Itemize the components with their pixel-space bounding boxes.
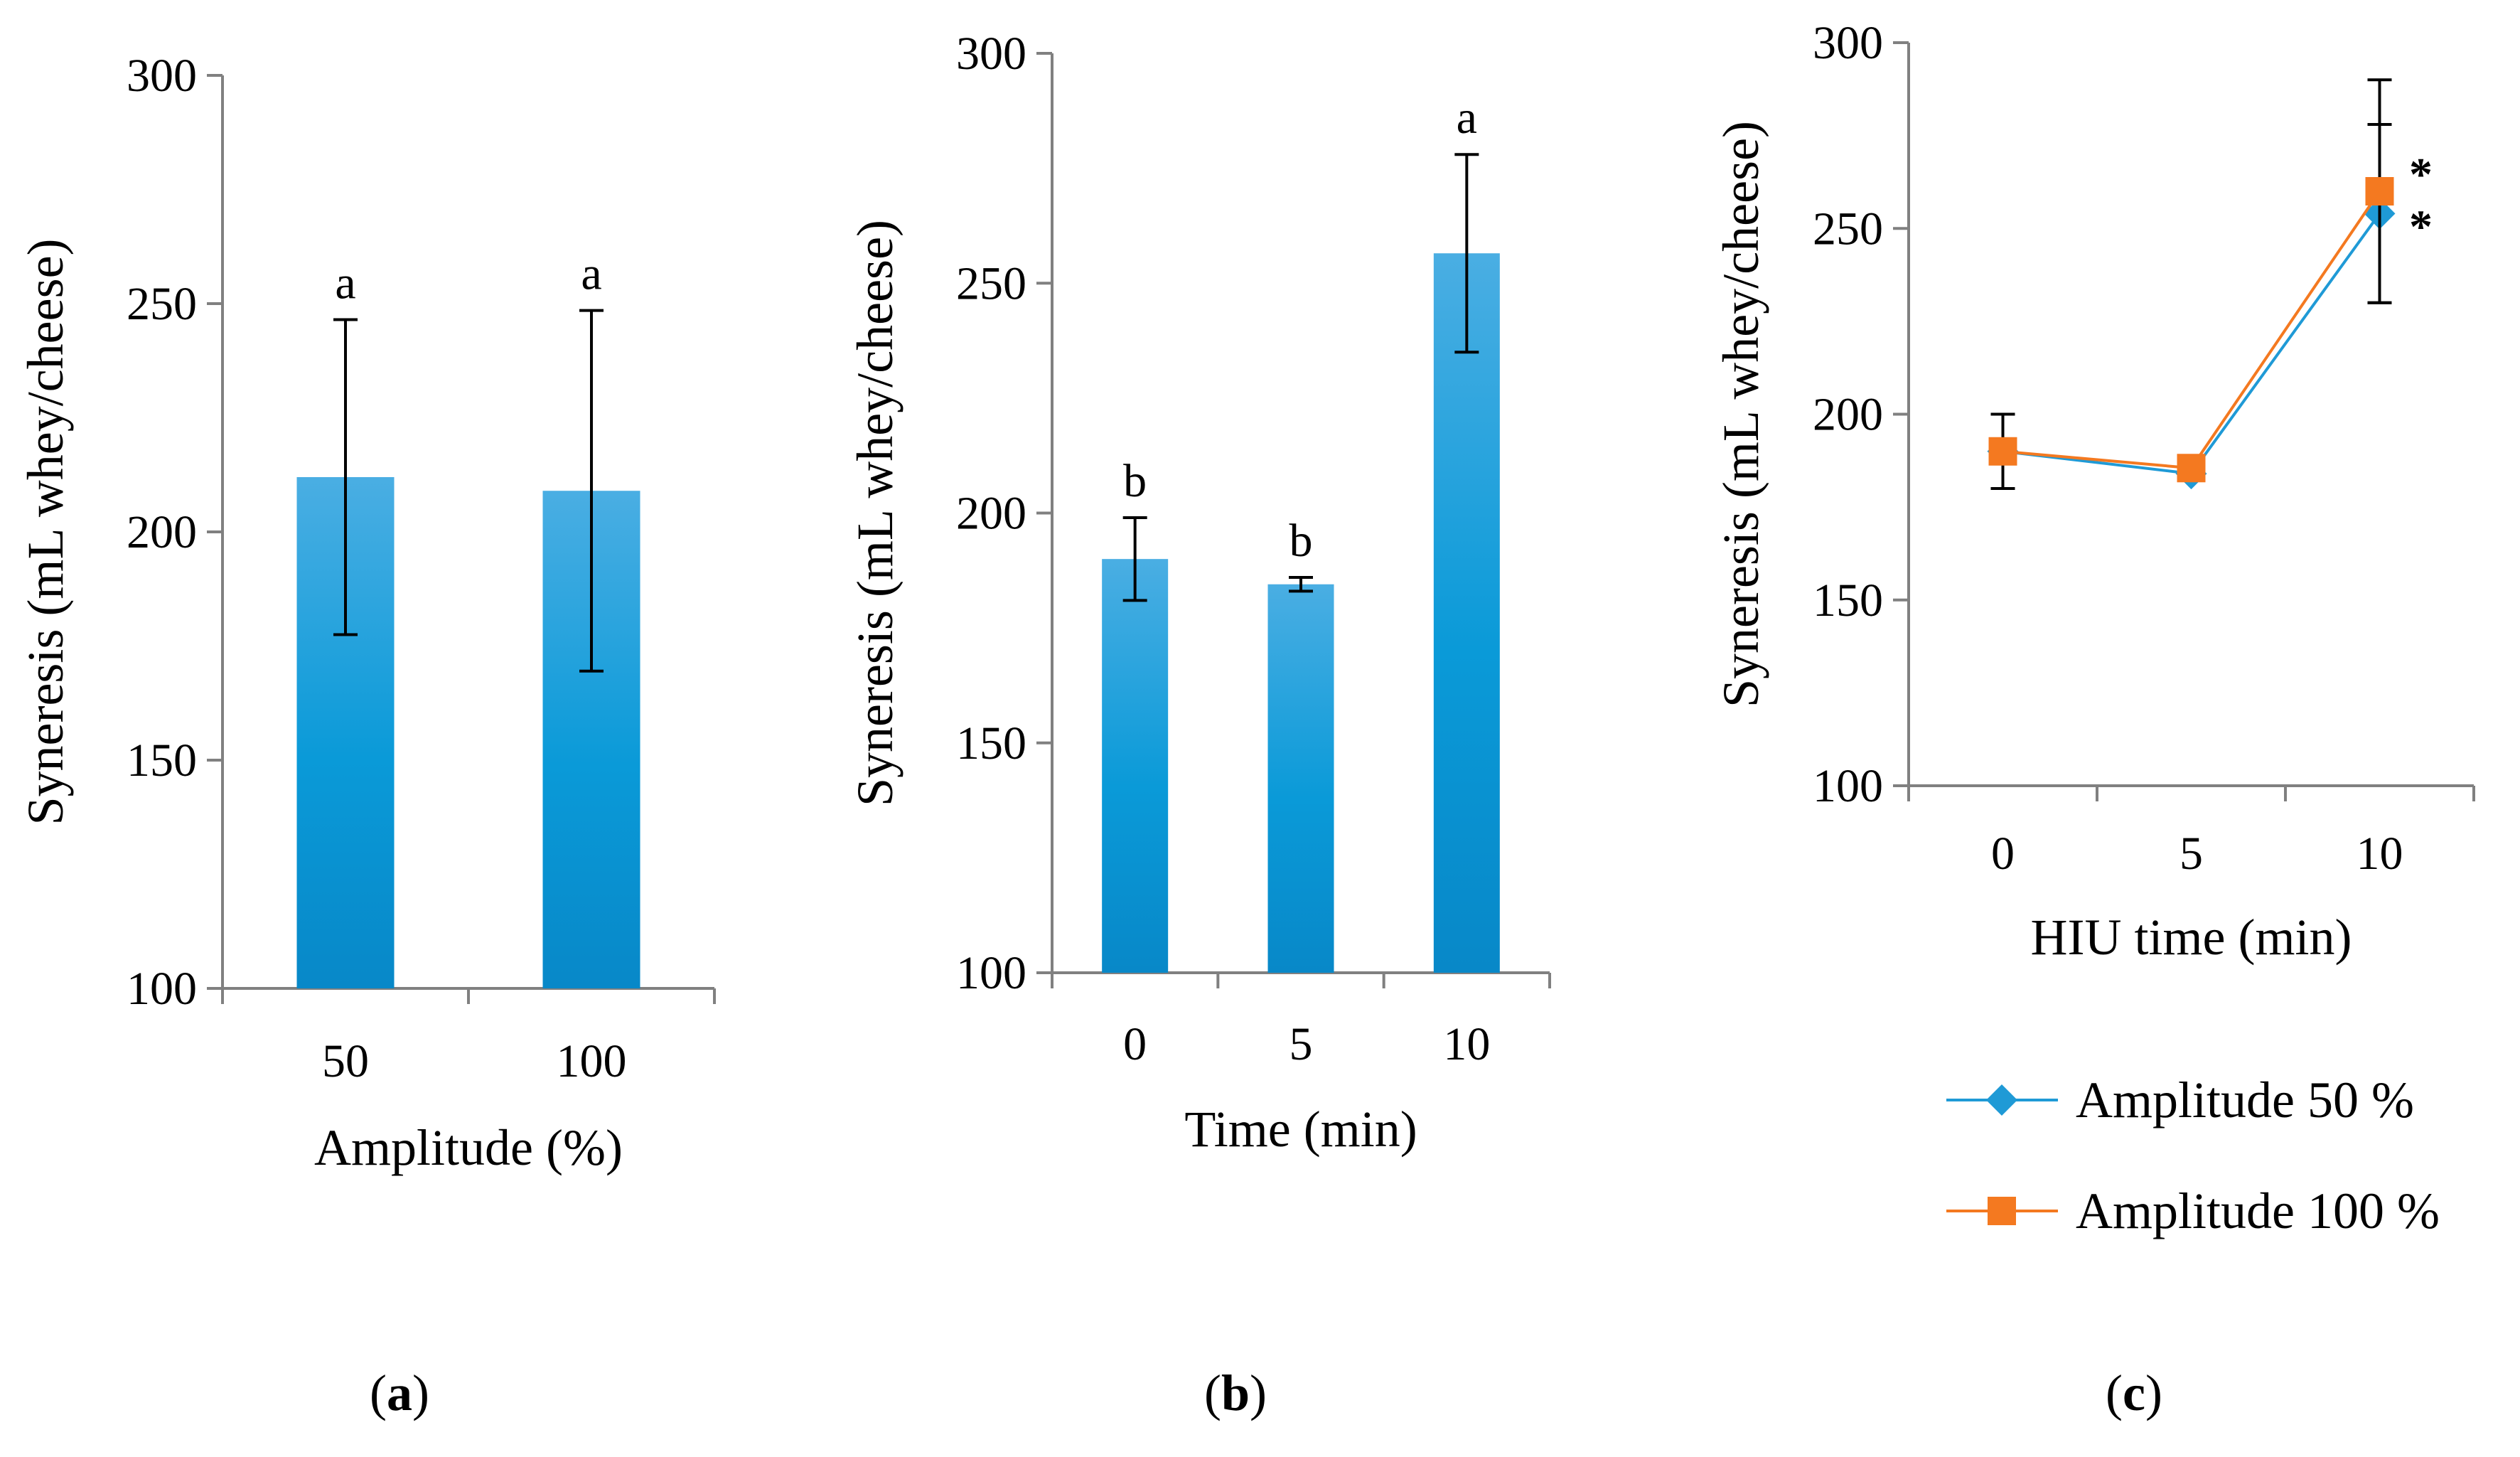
chart-panel-a: 100 150 200 250 300 Syneresis (mL whey/cheese… [17, 50, 716, 1421]
y-tick-label: 200 [127, 506, 197, 558]
y-tick-label: 150 [1813, 575, 1883, 626]
panel-label: (b) [1204, 1365, 1267, 1421]
series-line [2002, 213, 2381, 476]
legend-marker [1988, 1197, 2016, 1225]
x-axis-label: HIU time (min) [2031, 909, 2352, 966]
x-tick-label: 10 [2357, 828, 2403, 880]
x-axis-label: Time (min) [1184, 1101, 1417, 1158]
legend-marker [1986, 1084, 2017, 1116]
x-axis-label: Amplitude (%) [314, 1119, 623, 1176]
y-tick-label: 250 [956, 257, 1026, 309]
y-tick-label: 100 [1813, 760, 1883, 812]
panel-label: (a) [370, 1365, 429, 1421]
series-line [2002, 190, 2381, 470]
y-tick-label: 300 [127, 50, 197, 102]
bar [1433, 253, 1500, 973]
significance-letter: a [581, 248, 601, 300]
legend-label: Amplitude 100 % [2076, 1183, 2440, 1239]
significance-mark: * [2409, 149, 2433, 201]
y-tick-label: 200 [956, 488, 1026, 540]
bar [1102, 559, 1169, 973]
y-tick-label: 250 [1813, 203, 1883, 255]
significance-letter: a [1457, 92, 1477, 144]
bar [1267, 584, 1334, 973]
significance-letter: a [335, 257, 355, 309]
x-tick-label: 50 [322, 1035, 369, 1087]
legend-label: Amplitude 50 % [2076, 1072, 2414, 1128]
significance-mark: * [2409, 201, 2433, 252]
y-tick-label: 150 [956, 717, 1026, 769]
x-tick-label: 5 [2179, 828, 2203, 880]
x-tick-label: 0 [1123, 1018, 1147, 1070]
significance-letter: b [1123, 455, 1147, 507]
series-point [1988, 437, 2017, 466]
x-tick-label: 5 [1290, 1018, 1313, 1070]
y-axis-label: Syneresis (mL whey/cheese) [17, 238, 74, 825]
panel-label: (c) [2106, 1365, 2162, 1421]
y-axis-label: Syneresis (mL whey/cheese) [1712, 121, 1769, 708]
significance-letter: b [1290, 515, 1313, 567]
y-tick-label: 200 [1813, 389, 1883, 441]
x-tick-label: 10 [1443, 1018, 1490, 1070]
y-tick-label: 100 [956, 947, 1026, 999]
y-tick-label: 150 [127, 735, 197, 786]
y-tick-label: 300 [1813, 17, 1883, 69]
y-tick-label: 100 [127, 963, 197, 1015]
x-tick-label: 100 [557, 1035, 627, 1087]
series-point [2365, 177, 2394, 206]
y-tick-label: 250 [127, 278, 197, 330]
x-tick-label: 0 [1991, 828, 2015, 880]
y-axis-label: Syneresis (mL whey/cheese) [847, 220, 904, 806]
series-point [2177, 454, 2206, 483]
y-tick-label: 300 [956, 28, 1026, 80]
